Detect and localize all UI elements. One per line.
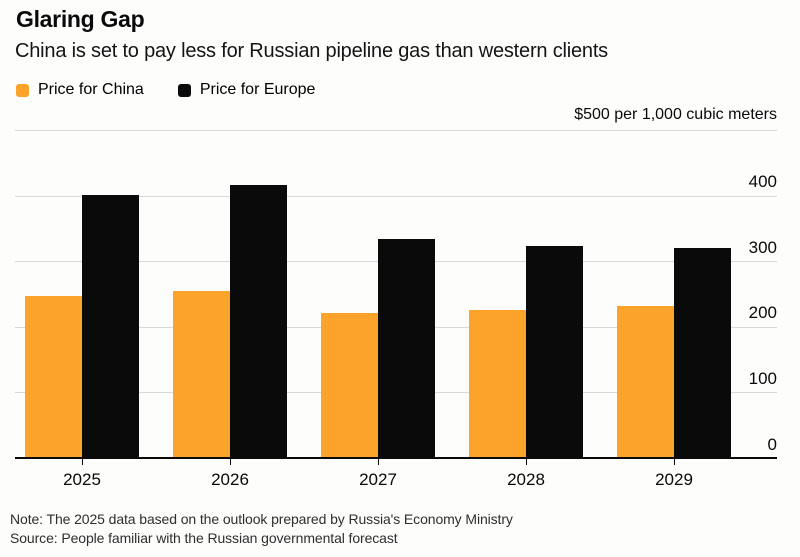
y-axis-tick-label: 400 — [748, 172, 777, 192]
x-axis-tick-label: 2026 — [211, 469, 249, 489]
x-axis-tick-label: 2028 — [507, 469, 545, 489]
legend-item-china: Price for China — [16, 81, 144, 99]
bar-china — [25, 295, 82, 459]
chart-title: Glaring Gap — [16, 6, 145, 32]
bar-europe — [378, 238, 435, 459]
y-axis-tick-label: 100 — [748, 368, 777, 388]
bar-europe — [526, 245, 583, 459]
source-text: Source: People familiar with the Russian… — [10, 530, 398, 546]
gridline — [15, 130, 777, 131]
gridline — [15, 195, 777, 197]
y-axis-tick-label: 200 — [748, 303, 777, 323]
bar-europe — [674, 247, 731, 459]
legend: Price for China Price for Europe — [16, 81, 315, 99]
x-axis-tick-label: 2027 — [359, 469, 397, 489]
bar-china — [173, 290, 230, 459]
footer: Note: The 2025 data based on the outlook… — [10, 510, 513, 548]
x-axis-line — [15, 457, 777, 459]
x-axis-tick — [378, 458, 379, 465]
y-axis-tick-label: 0 — [767, 434, 777, 454]
bar-china — [617, 305, 674, 459]
note-text: Note: The 2025 data based on the outlook… — [10, 511, 513, 527]
bar-china — [321, 312, 378, 459]
chart-subtitle: China is set to pay less for Russian pip… — [15, 40, 608, 62]
x-axis-tick — [526, 458, 527, 465]
legend-swatch-europe-icon — [177, 83, 191, 97]
legend-item-europe: Price for Europe — [177, 81, 316, 99]
x-axis-tick — [230, 458, 231, 465]
x-axis-tick — [674, 458, 675, 465]
y-axis-tick-label: 300 — [748, 237, 777, 257]
bar-china — [469, 310, 526, 459]
legend-label-europe: Price for Europe — [199, 81, 316, 98]
legend-label-china: Price for China — [38, 81, 144, 98]
bar-europe — [82, 194, 139, 459]
x-axis-tick — [82, 458, 83, 465]
bar-europe — [230, 184, 287, 459]
x-axis-tick-label: 2025 — [63, 469, 101, 489]
x-axis-tick-label: 2029 — [655, 469, 693, 489]
y-axis-unit-label: $500 per 1,000 cubic meters — [574, 106, 777, 123]
legend-swatch-china-icon — [16, 83, 29, 97]
